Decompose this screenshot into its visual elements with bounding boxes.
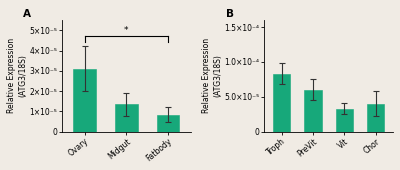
Bar [367,104,384,132]
Y-axis label: Relative Expression
(ATG3/18S): Relative Expression (ATG3/18S) [202,38,222,113]
Bar [156,115,179,132]
Bar [336,109,353,132]
Bar [74,69,96,132]
Y-axis label: Relative Expression
(ATG3/18S): Relative Expression (ATG3/18S) [7,38,27,113]
Bar [304,90,322,132]
Text: *: * [124,26,129,35]
Bar [115,104,138,132]
Text: B: B [226,9,234,19]
Text: A: A [23,9,31,19]
Bar [273,74,290,132]
